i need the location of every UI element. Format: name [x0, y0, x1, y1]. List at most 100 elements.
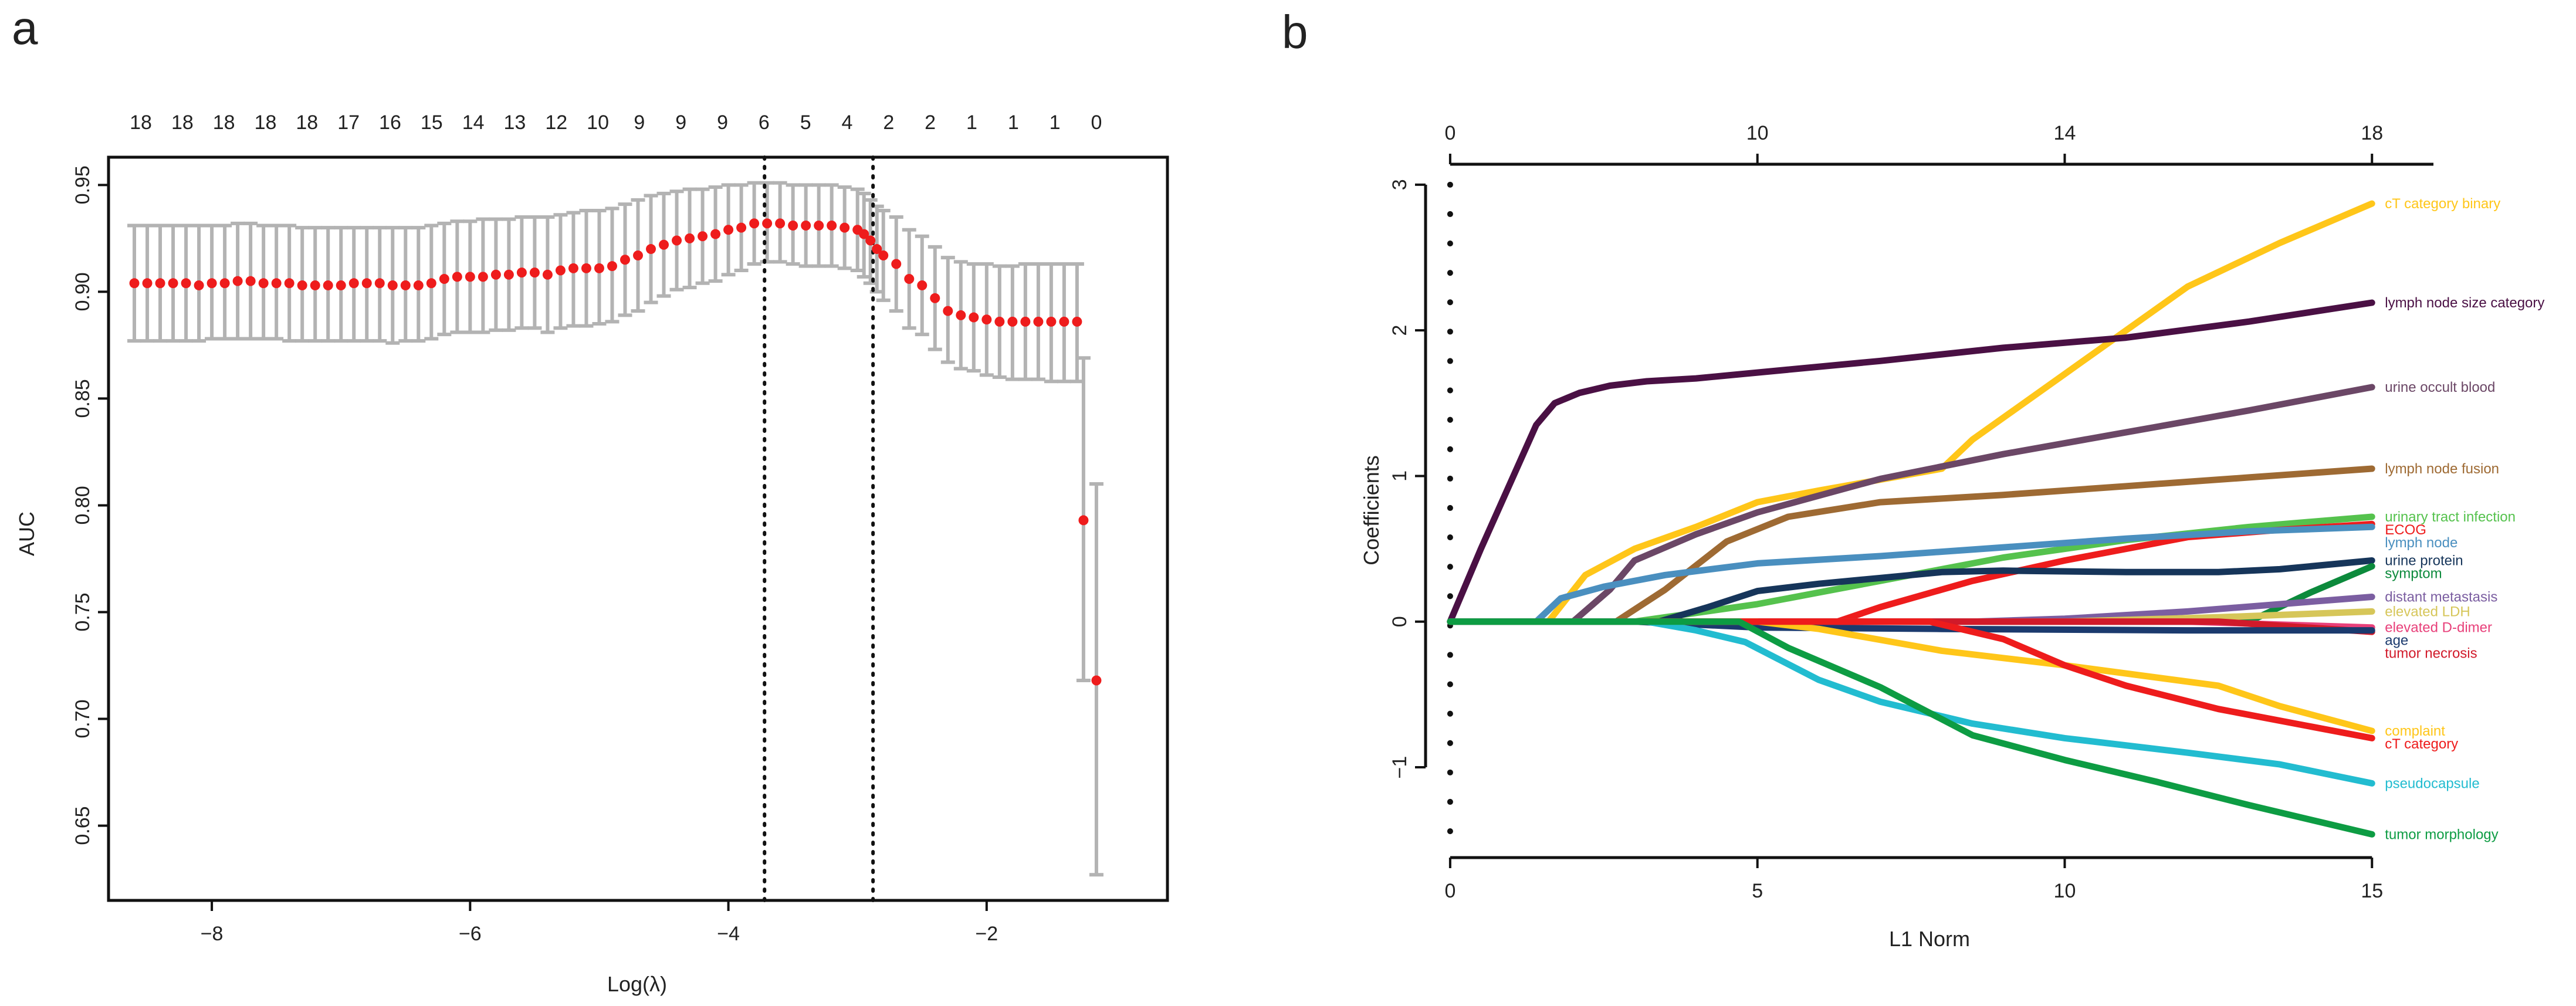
- auc-point: [723, 225, 734, 235]
- panel-b-y-axis-title: Coefficients: [1359, 455, 1383, 565]
- panel-b-top-ticks: 0 10 14 18: [1444, 122, 2383, 164]
- coefficient-path: [1447, 618, 2375, 741]
- auc-point: [516, 267, 527, 278]
- top-axis-label: 6: [759, 111, 770, 134]
- coefficient-label: lymph node size category: [2385, 295, 2544, 311]
- auc-point: [348, 278, 359, 289]
- x-tick-label: 10: [2054, 880, 2076, 902]
- auc-point: [181, 278, 191, 289]
- auc-point: [490, 269, 501, 280]
- panel-a-y-axis-title: AUC: [15, 512, 39, 556]
- top-axis-label: 2: [883, 111, 894, 134]
- y-tick-label: 1: [1389, 470, 1411, 482]
- auc-point: [310, 280, 320, 290]
- coefficient-label: pseudocapsule: [2385, 775, 2479, 791]
- x-tick-label: 0: [1444, 880, 1455, 902]
- auc-point: [1059, 316, 1069, 327]
- coefficient-path: [1447, 384, 2375, 625]
- auc-point: [594, 263, 604, 273]
- x-tick-label: −2: [975, 923, 998, 945]
- auc-point: [659, 239, 669, 250]
- top-axis-label: 14: [462, 111, 485, 134]
- auc-point: [155, 278, 165, 289]
- coefficient-path: [1447, 299, 2375, 625]
- coefficient-label: lymph node fusion: [2385, 461, 2499, 477]
- coefficient-labels: cT category binary lymph node size catego…: [2385, 196, 2544, 842]
- auc-point: [555, 265, 566, 276]
- auc-point: [736, 222, 747, 233]
- x-tick-label: −4: [717, 923, 740, 945]
- coefficient-path: [1447, 618, 2375, 787]
- top-axis-label: 18: [213, 111, 235, 134]
- coefficient-label: tumor morphology: [2385, 827, 2498, 842]
- top-tick-label: 14: [2054, 122, 2076, 144]
- auc-point: [633, 250, 643, 260]
- auc-point: [361, 278, 372, 289]
- coefficient-label: age: [2385, 633, 2408, 649]
- auc-point: [840, 222, 850, 233]
- auc-point: [1046, 316, 1057, 327]
- top-axis-label: 16: [379, 111, 401, 134]
- auc-point: [891, 259, 902, 269]
- auc-point: [271, 278, 282, 289]
- auc-point: [710, 229, 721, 239]
- coefficient-label: elevated LDH: [2385, 604, 2470, 619]
- auc-point: [775, 218, 786, 229]
- coefficient-path: [1447, 523, 2375, 625]
- y-tick-label: 3: [1389, 179, 1411, 190]
- auc-point: [1007, 316, 1018, 327]
- top-tick-label: 0: [1444, 122, 1455, 144]
- top-tick-label: 10: [1746, 122, 1769, 144]
- auc-point: [323, 280, 333, 290]
- auc-point: [969, 312, 979, 323]
- auc-point: [219, 278, 230, 289]
- panel-a-y-ticks: 0.65 0.70 0.75 0.80 0.85 0.90 0.95: [72, 165, 109, 845]
- auc-point: [878, 250, 889, 260]
- auc-point: [1078, 515, 1089, 526]
- auc-point: [994, 316, 1005, 327]
- auc-point: [284, 278, 295, 289]
- top-axis-label: 18: [171, 111, 194, 134]
- auc-point: [439, 274, 449, 284]
- panel-b-chart: cT category binary lymph node size catego…: [1359, 122, 2544, 951]
- auc-point: [387, 280, 398, 290]
- top-axis-label: 1: [1050, 111, 1061, 134]
- coefficient-label: lymph node: [2385, 535, 2457, 551]
- coefficient-paths: [1447, 200, 2375, 838]
- auc-point: [1091, 675, 1102, 686]
- auc-point: [1033, 316, 1044, 327]
- y-tick-label: 0.95: [72, 165, 94, 204]
- panel-a-plot-frame: [107, 155, 1169, 902]
- auc-point: [749, 218, 760, 229]
- coefficient-path: [1447, 557, 2375, 625]
- auc-point: [930, 293, 940, 303]
- y-tick-label: 0.75: [72, 592, 94, 631]
- auc-point: [336, 280, 346, 290]
- top-tick-label: 18: [2361, 122, 2383, 144]
- y-tick-label: 0.85: [72, 379, 94, 418]
- y-tick-label: 0: [1389, 616, 1411, 627]
- coefficient-label: cT category: [2385, 736, 2458, 752]
- auc-point: [297, 280, 307, 290]
- auc-point: [581, 263, 591, 273]
- top-axis-label: 0: [1091, 111, 1102, 134]
- auc-point: [685, 233, 695, 243]
- y-tick-label: 2: [1389, 325, 1411, 336]
- auc-point: [478, 272, 488, 282]
- auc-point: [503, 269, 514, 280]
- auc-point: [568, 263, 578, 273]
- auc-point: [956, 310, 966, 320]
- coefficient-label: elevated D-dimer: [2385, 620, 2492, 636]
- auc-point: [859, 229, 869, 239]
- auc-point: [245, 276, 256, 286]
- top-axis-label: 12: [545, 111, 567, 134]
- auc-point: [258, 278, 269, 289]
- auc-point: [872, 244, 882, 255]
- coefficient-label: urine protein: [2385, 553, 2463, 568]
- y-tick-label: 0.90: [72, 272, 94, 311]
- y-tick-label: 0.70: [72, 699, 94, 738]
- auc-point: [981, 314, 992, 325]
- auc-point: [232, 276, 243, 286]
- x-tick-label: 15: [2361, 880, 2383, 902]
